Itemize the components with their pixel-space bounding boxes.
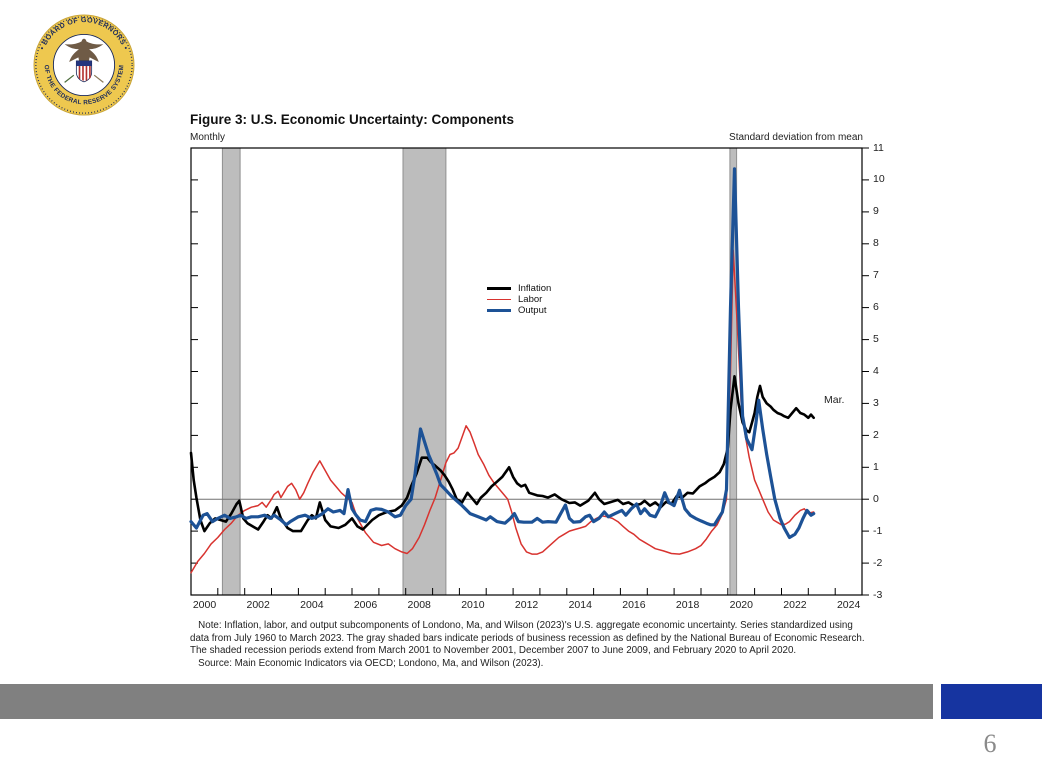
figure-notes: Note: Inflation, labor, and output subco… [190, 620, 890, 670]
y-tick-label: 5 [873, 333, 879, 346]
x-tick-label: 2016 [622, 599, 646, 611]
x-tick-label: 2006 [353, 599, 378, 611]
y-tick-label: -3 [873, 588, 883, 601]
x-tick-label: 2000 [192, 599, 217, 611]
legend-item-labor: Labor [487, 294, 551, 305]
y-tick-label: 3 [873, 396, 879, 409]
y-tick-label: 4 [873, 365, 879, 377]
latest-observation-annotation: Mar. [824, 394, 845, 406]
x-tick-label: 2014 [568, 599, 592, 611]
y-tick-label: -1 [873, 524, 883, 537]
legend-item-output: Output [487, 305, 551, 316]
note-line-2: data from July 1960 to March 2023. The g… [190, 632, 865, 644]
y-tick-label: 6 [873, 301, 879, 314]
legend-line-sample-output [487, 308, 511, 313]
note-line-3: The shaded recession periods extend from… [190, 645, 797, 657]
x-tick-label: 2010 [461, 599, 485, 611]
legend-label-labor: Labor [518, 294, 543, 305]
y-tick-label: 2 [873, 428, 879, 441]
x-tick-label: 2012 [514, 599, 539, 611]
y-tick-label: 8 [873, 237, 879, 250]
page-number: 6 [983, 729, 997, 758]
x-tick-label: 2018 [675, 599, 700, 611]
recession-band [402, 147, 447, 596]
y-tick-label: 11 [873, 141, 884, 154]
legend-label-inflation: Inflation [518, 283, 552, 294]
legend-label-output: Output [518, 305, 547, 316]
figure-title: Figure 3: U.S. Economic Uncertainty: Com… [190, 112, 515, 127]
series-line-inflation [189, 374, 816, 533]
y-tick-label: 0 [873, 492, 879, 505]
seal-dotted-ring [35, 16, 133, 114]
chart-legend: Inflation Labor Output [487, 283, 551, 316]
seal-shield [64, 60, 104, 83]
x-tick-label: 2002 [246, 599, 270, 611]
source-line: Source: Main Economic Indicators via OEC… [190, 657, 544, 669]
right-axis-caption: Standard deviation from mean [729, 132, 863, 143]
y-tick-label: -2 [873, 556, 883, 569]
recession-band [221, 147, 241, 596]
y-tick-label: 7 [873, 269, 879, 282]
plot-frame [190, 147, 863, 596]
series-line-output [189, 167, 816, 540]
legend-item-inflation: Inflation [487, 283, 551, 294]
y-tick-label: 9 [873, 205, 879, 218]
seal-eagle [64, 38, 104, 65]
x-tick-label: 2024 [836, 599, 861, 611]
x-tick-label: 2004 [300, 599, 324, 611]
federal-reserve-seal: • BOARD OF GOVERNORS • OF THE FEDERAL RE… [33, 14, 135, 116]
y-tick-label: 10 [873, 173, 885, 186]
x-tick-label: 2022 [783, 599, 807, 611]
x-tick-label: 2020 [729, 599, 753, 611]
legend-line-sample-labor [487, 298, 511, 301]
legend-line-sample-inflation [487, 287, 511, 290]
y-tick-label: 1 [873, 460, 879, 473]
left-axis-caption: Monthly [190, 132, 226, 143]
x-tick-label: 2008 [407, 599, 431, 611]
note-line-1: Note: Inflation, labor, and output subco… [190, 620, 853, 631]
footer-blue-bar [941, 684, 1042, 719]
footer-gray-bar [0, 684, 933, 719]
